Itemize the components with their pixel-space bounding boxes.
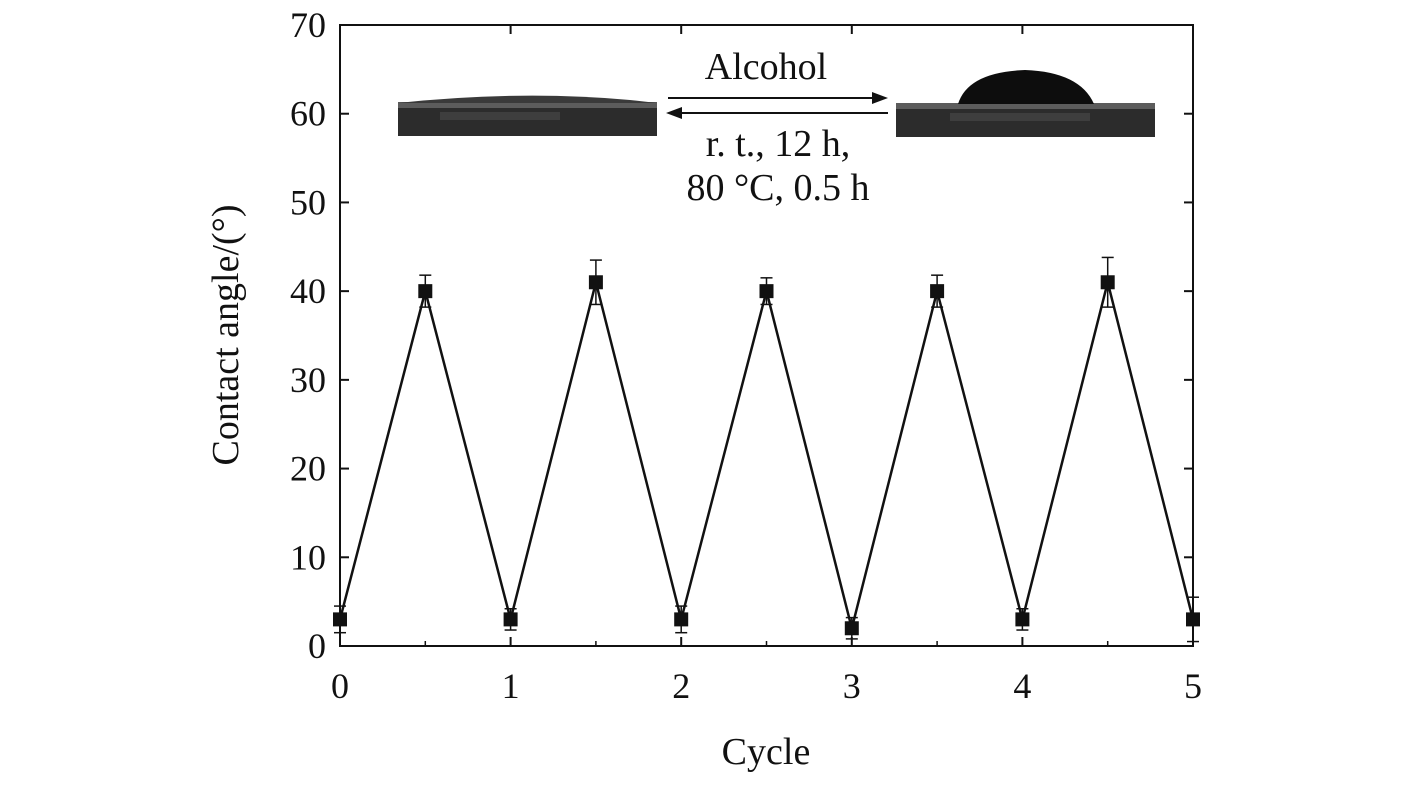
data-point xyxy=(759,284,774,299)
data-point xyxy=(1100,275,1115,290)
data-point xyxy=(418,284,433,299)
x-tick-label: 2 xyxy=(672,666,690,706)
y-axis-label: Contact angle/(°) xyxy=(205,204,247,465)
y-tick-label: 40 xyxy=(290,271,326,311)
error-bars xyxy=(334,256,1199,643)
inset-image-left xyxy=(398,95,657,136)
data-point xyxy=(588,275,603,290)
data-point xyxy=(844,621,859,636)
axis-ticks: 0 10 20 30 40 50 60 70 0 1 2 3 4 5 xyxy=(290,5,1202,706)
x-tick-label: 5 xyxy=(1184,666,1202,706)
data-point xyxy=(503,612,518,627)
data-point xyxy=(674,612,689,627)
x-tick-label: 3 xyxy=(843,666,861,706)
x-tick-label: 4 xyxy=(1013,666,1031,706)
reverse-condition-label-line1: r. t., 12 h, xyxy=(706,123,851,165)
y-tick-label: 50 xyxy=(290,182,326,222)
data-point xyxy=(1186,612,1200,627)
data-point xyxy=(333,612,347,627)
x-tick-label: 0 xyxy=(331,666,349,706)
y-tick-label: 0 xyxy=(308,626,326,666)
x-axis-label: Cycle xyxy=(722,731,811,773)
y-tick-label: 20 xyxy=(290,449,326,489)
data-point xyxy=(1015,612,1030,627)
y-tick-label: 60 xyxy=(290,94,326,134)
y-tick-label: 70 xyxy=(290,5,326,45)
series-line xyxy=(338,281,1195,629)
y-tick-label: 30 xyxy=(290,360,326,400)
reverse-condition-label-line2: 80 °C, 0.5 h xyxy=(686,167,869,209)
data-point xyxy=(930,284,945,299)
x-tick-label: 1 xyxy=(502,666,520,706)
reversible-arrows-icon xyxy=(666,92,888,119)
data-markers xyxy=(333,275,1200,636)
y-tick-label: 10 xyxy=(290,537,326,577)
forward-condition-label: Alcohol xyxy=(705,46,827,88)
inset-image-right xyxy=(896,70,1155,137)
